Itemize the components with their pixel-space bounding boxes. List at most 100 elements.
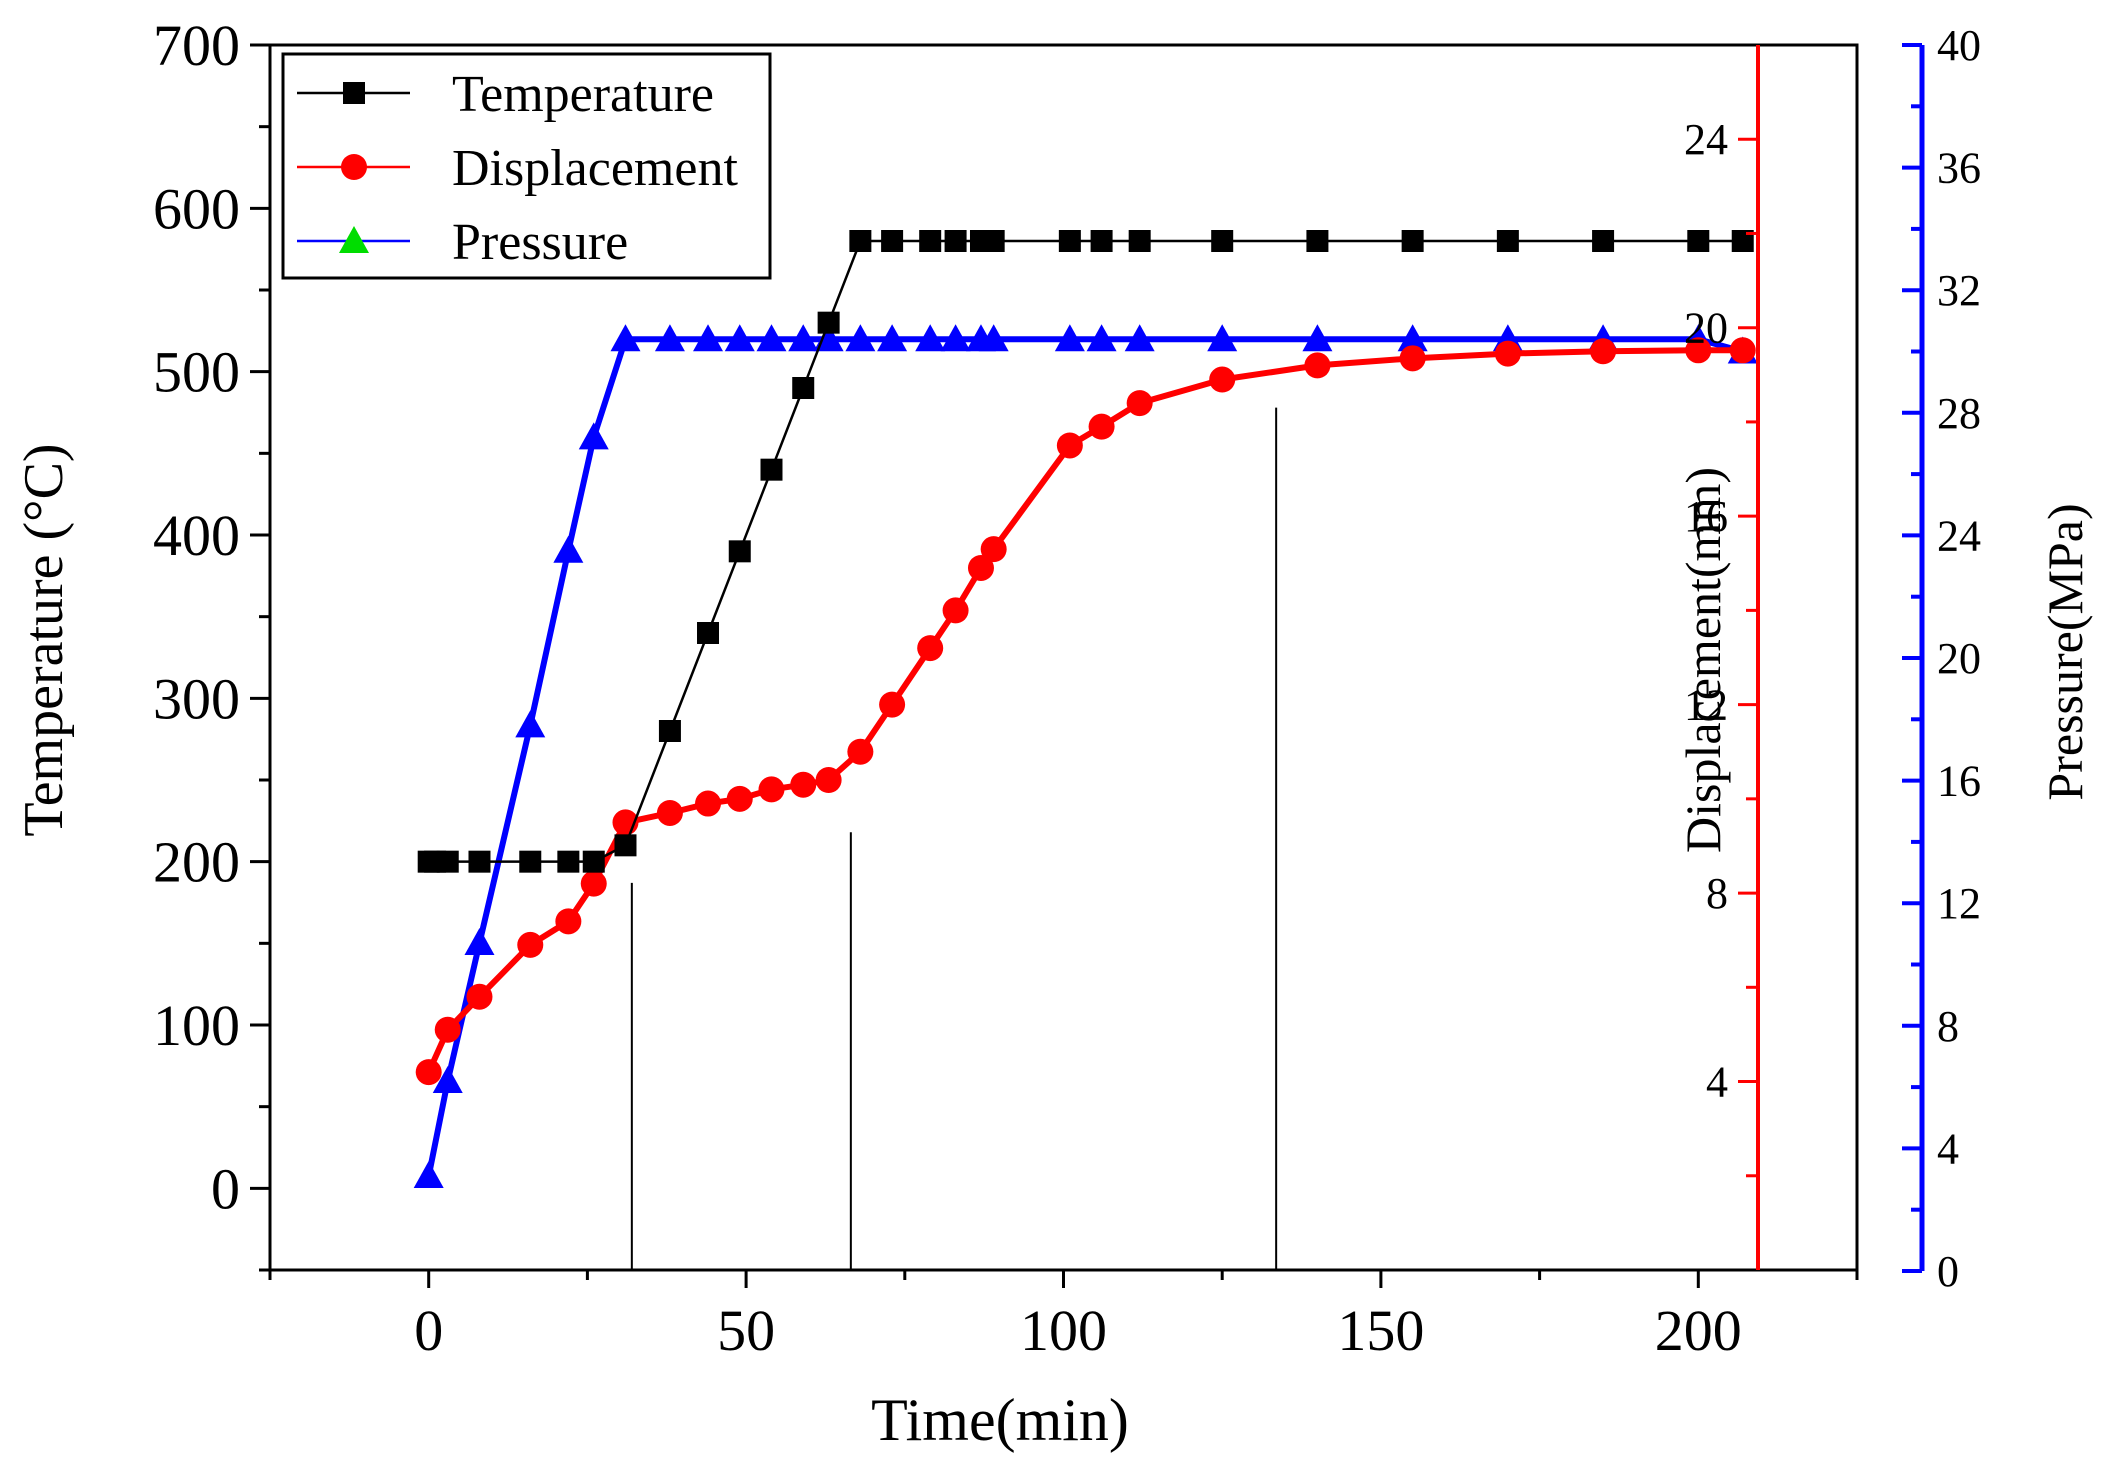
y-axis-label-temperature: Temperature (°C) <box>13 443 75 836</box>
displacement-point <box>555 908 582 935</box>
pressure-point <box>1054 324 1085 352</box>
displacement-point <box>1088 413 1115 440</box>
pressure-tick-label: 20 <box>1937 634 1981 683</box>
pressure-tick-label: 36 <box>1937 144 1981 193</box>
temperature-point <box>658 720 681 742</box>
displacement-point <box>1494 340 1521 367</box>
temperature-point <box>728 540 751 563</box>
displacement-tick-label: 16 <box>1684 492 1728 541</box>
displacement-point <box>726 785 753 812</box>
temperature-point <box>697 622 720 644</box>
pressure-point <box>1397 324 1428 352</box>
displacement-point <box>942 597 969 624</box>
temperature-point <box>1401 230 1424 252</box>
temperature-point <box>849 230 872 252</box>
temperature-point <box>1687 230 1710 252</box>
series-layer <box>413 230 1758 1188</box>
legend-label: Temperature <box>452 66 714 123</box>
displacement-point <box>847 738 874 765</box>
pressure-tick-label: 12 <box>1937 879 1981 928</box>
displacement-point <box>1685 337 1712 364</box>
pressure-point <box>940 324 971 352</box>
left-tick-label: 600 <box>153 176 240 241</box>
pressure-tick-label: 28 <box>1937 389 1981 438</box>
displacement-point <box>790 771 817 798</box>
pressure-point <box>756 324 787 352</box>
displacement-point <box>1056 432 1083 459</box>
pressure-tick-label: 40 <box>1937 21 1981 70</box>
left-tick-label: 500 <box>153 340 240 405</box>
displacement-point <box>967 554 994 581</box>
pressure-point <box>877 324 908 352</box>
displacement-point <box>517 931 544 958</box>
temperature-point <box>582 850 605 873</box>
temperature-point <box>468 850 491 873</box>
pressure-point <box>1124 324 1155 352</box>
displacement-point <box>1590 338 1617 365</box>
pressure-point <box>724 324 755 352</box>
left-tick-label: 700 <box>153 13 240 78</box>
temperature-point <box>436 850 459 873</box>
displacement-point <box>1729 337 1756 364</box>
temperature-point <box>1592 230 1615 252</box>
displacement-point <box>695 790 722 817</box>
displacement-axis: 4 8 12 16 20 24 <box>1684 45 1760 1270</box>
pressure-point <box>578 422 609 450</box>
series-pressure <box>413 324 1758 1188</box>
temperature-point <box>557 850 580 873</box>
displacement-point <box>1209 366 1236 393</box>
pressure-point <box>978 324 1009 352</box>
series-displacement <box>415 337 1756 1086</box>
left-tick-label: 300 <box>153 666 240 731</box>
displacement-point <box>1304 352 1331 379</box>
y-axis-label-pressure: Pressure(MPa) <box>2037 503 2093 800</box>
left-tick-label: 100 <box>153 993 240 1058</box>
legend-swatch-marker <box>341 154 367 180</box>
temperature-point <box>614 834 637 857</box>
pressure-point <box>413 1160 444 1188</box>
pressure-point <box>1086 324 1117 352</box>
pressure-point <box>1302 324 1333 352</box>
pressure-point <box>1207 324 1238 352</box>
pressure-point <box>432 1065 463 1093</box>
temperature-point <box>919 230 942 252</box>
displacement-point <box>415 1059 442 1086</box>
y-axis-label-displacement: Displacement(mm) <box>1675 467 1731 853</box>
x-axis-label: Time(min) <box>871 1387 1129 1453</box>
pressure-axis: 0 4 8 12 16 20 24 28 32 36 40 <box>1902 21 1981 1296</box>
temperature-point <box>1496 230 1519 252</box>
temperature-point <box>982 230 1005 252</box>
displacement-point <box>758 776 785 803</box>
temperature-point <box>1211 230 1234 252</box>
pressure-point <box>464 928 495 956</box>
pressure-point <box>788 324 819 352</box>
x-tick-label: 0 <box>414 1298 443 1363</box>
displacement-tick-label: 12 <box>1684 681 1728 730</box>
legend-label: Displacement <box>452 140 738 197</box>
x-tick-label: 50 <box>717 1298 775 1363</box>
temperature-point <box>1731 230 1754 252</box>
legend-swatch-marker <box>339 226 369 253</box>
displacement-tick-label: 8 <box>1706 869 1728 918</box>
legend-label: Pressure <box>452 214 628 271</box>
temperature-point <box>1306 230 1329 252</box>
pressure-tick-label: 4 <box>1937 1124 1959 1173</box>
x-tick-label: 200 <box>1655 1298 1742 1363</box>
pressure-tick-label: 16 <box>1937 757 1981 806</box>
displacement-tick-label: 24 <box>1684 115 1728 164</box>
pressure-tick-label: 0 <box>1937 1247 1959 1296</box>
left-tick-label: 200 <box>153 830 240 895</box>
x-tick-label: 100 <box>1020 1298 1107 1363</box>
displacement-point <box>980 536 1007 563</box>
pressure-tick-label: 8 <box>1937 1002 1959 1051</box>
x-tick-label: 150 <box>1337 1298 1424 1363</box>
displacement-point <box>879 691 906 718</box>
pressure-point <box>515 710 546 738</box>
displacement-tick-label: 20 <box>1684 304 1728 353</box>
pressure-point <box>693 324 724 352</box>
pressure-tick-label: 24 <box>1937 511 1981 560</box>
displacement-point <box>917 635 944 662</box>
left-axis: 0 100 200 300 400 500 600 700 <box>153 13 270 1272</box>
temperature-point <box>1058 230 1081 252</box>
